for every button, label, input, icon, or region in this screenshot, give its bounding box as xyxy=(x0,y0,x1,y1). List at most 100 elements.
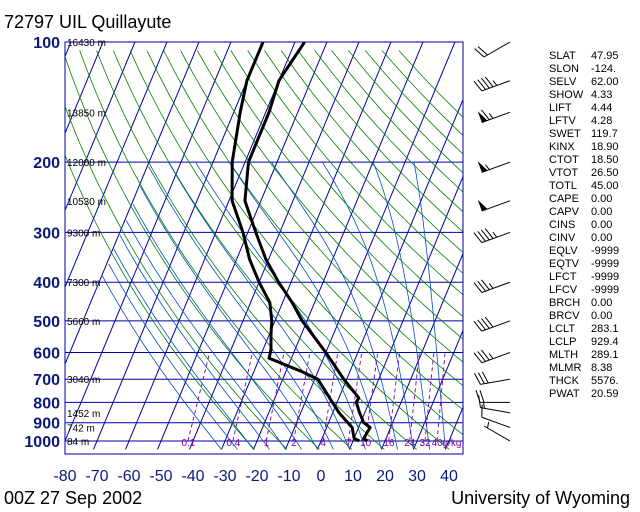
wind-barb-feather xyxy=(473,373,481,385)
wind-barb-feather xyxy=(473,352,483,364)
wind-barb xyxy=(473,228,511,244)
wind-barb-feather xyxy=(477,46,488,56)
index-value: 47.95 xyxy=(591,50,619,62)
wind-barb xyxy=(481,404,511,428)
index-name: KINX xyxy=(549,141,575,153)
moist-adiabat-line xyxy=(413,162,446,450)
wind-barb-shaft xyxy=(481,416,511,428)
mixing-ratio-line xyxy=(436,352,446,442)
height-label: 7300 m xyxy=(67,278,100,289)
wind-barb-feather xyxy=(477,231,486,242)
index-value: 283.1 xyxy=(591,323,619,335)
dry-adiabat-line xyxy=(213,50,463,340)
index-name: EQTV xyxy=(549,258,579,270)
wind-barb-feather xyxy=(484,316,494,328)
moist-adiabat-line xyxy=(132,204,302,450)
index-row: SLAT 47.95 xyxy=(549,50,619,63)
wind-barb xyxy=(473,316,511,332)
index-value: 20.59 xyxy=(591,388,619,400)
wind-barb-feather xyxy=(481,349,490,361)
dewpoint-profile-line xyxy=(230,42,361,443)
moist-adiabat-line xyxy=(113,248,254,450)
index-row: BRCV 0.00 xyxy=(549,310,619,323)
isotherm-line xyxy=(65,42,136,212)
stability-indices-table: SLAT 47.95 SLON -124. SELV 62.00 SHOW 4.33 LIFT 4… xyxy=(549,50,619,401)
wind-barb-shaft xyxy=(481,111,511,123)
temperature-tick-label: -50 xyxy=(149,468,172,485)
index-row: SHOW 4.33 xyxy=(549,89,619,102)
wind-barb-feather xyxy=(475,390,481,403)
plot-frame xyxy=(64,41,464,455)
wind-barb-feather xyxy=(477,351,486,362)
height-label: 13850 m xyxy=(67,108,106,119)
wind-barb-shaft xyxy=(481,281,511,293)
wind-barb-feather xyxy=(473,282,483,293)
index-row: LIFT 4.44 xyxy=(549,102,619,115)
index-value: -9999 xyxy=(591,258,620,270)
wind-barb-half-feather xyxy=(486,421,490,429)
index-name: SLON xyxy=(549,63,579,75)
index-name: BRCH xyxy=(549,297,581,309)
height-label: 742 m xyxy=(67,423,95,434)
index-row: CINV 0.00 xyxy=(549,232,619,245)
height-label: 3040 m xyxy=(67,375,100,386)
isotherm-line xyxy=(381,252,463,450)
index-name: VTOT xyxy=(549,167,579,179)
index-row: MLMR 8.38 xyxy=(549,362,619,375)
index-row: EQLV -9999 xyxy=(549,245,619,258)
index-name: LFCV xyxy=(549,284,578,296)
moist-adiabat-line xyxy=(168,161,350,450)
wind-barb-shaft xyxy=(481,352,511,364)
moist-adiabat-line xyxy=(148,166,334,450)
moist-adiabat-line xyxy=(195,161,366,450)
index-value: -9999 xyxy=(591,245,620,257)
height-label: 1452 m xyxy=(67,409,100,420)
pressure-tick-label: 1000 xyxy=(24,434,60,451)
index-row: LFTV 4.28 xyxy=(549,115,619,128)
wind-barb xyxy=(475,390,510,403)
index-name: SHOW xyxy=(549,89,584,101)
wind-barb-flag xyxy=(477,111,488,123)
moist-adiabat-line xyxy=(228,161,382,450)
dry-adiabat-line xyxy=(129,50,450,450)
dry-adiabat-line xyxy=(280,50,463,253)
temperature-tick-label: 40 xyxy=(440,468,458,485)
index-row: CAPE 0.00 xyxy=(549,193,619,206)
index-value: 18.90 xyxy=(591,141,619,153)
wind-barb-half-feather xyxy=(482,401,485,409)
wind-barb xyxy=(477,161,511,173)
isotherm-line xyxy=(253,42,424,450)
wind-barb-feather xyxy=(481,229,490,241)
index-name: MLTH xyxy=(549,349,579,361)
dry-adiabat-line xyxy=(146,50,463,436)
wind-barb-feather xyxy=(481,77,490,89)
index-value: 45.00 xyxy=(591,180,619,192)
wind-barb xyxy=(477,109,511,123)
moist-adiabat-line xyxy=(108,263,238,450)
isotherm-line xyxy=(189,42,360,450)
index-row: KINX 18.90 xyxy=(549,141,619,154)
pressure-tick-label: 700 xyxy=(33,372,60,389)
dry-adiabat-line xyxy=(163,50,463,411)
index-name: LIFT xyxy=(549,102,572,114)
height-label: 12000 m xyxy=(67,158,106,169)
moist-adiabat-line xyxy=(101,275,222,450)
index-name: LCLP xyxy=(549,336,577,348)
moist-adiabat-line xyxy=(126,220,286,450)
mixing-ratio-label: 0.1 xyxy=(181,438,195,449)
index-name: CAPV xyxy=(549,206,579,218)
mixing-ratio-label: 0.4 xyxy=(226,438,240,449)
mixing-ratio-label: 10 xyxy=(360,438,372,449)
index-value: 18.50 xyxy=(591,154,619,166)
index-row: LFCT -9999 xyxy=(549,271,619,284)
index-row: VTOT 26.50 xyxy=(549,167,619,180)
temperature-tick-label: 20 xyxy=(376,468,394,485)
height-label: 10530 m xyxy=(67,197,106,208)
wind-barb xyxy=(473,76,511,92)
wind-barb-feather xyxy=(473,80,483,92)
wind-barb-feather xyxy=(477,280,486,292)
index-name: CTOT xyxy=(549,154,579,166)
index-value: 0.00 xyxy=(591,310,613,322)
index-value: 4.33 xyxy=(591,89,613,101)
